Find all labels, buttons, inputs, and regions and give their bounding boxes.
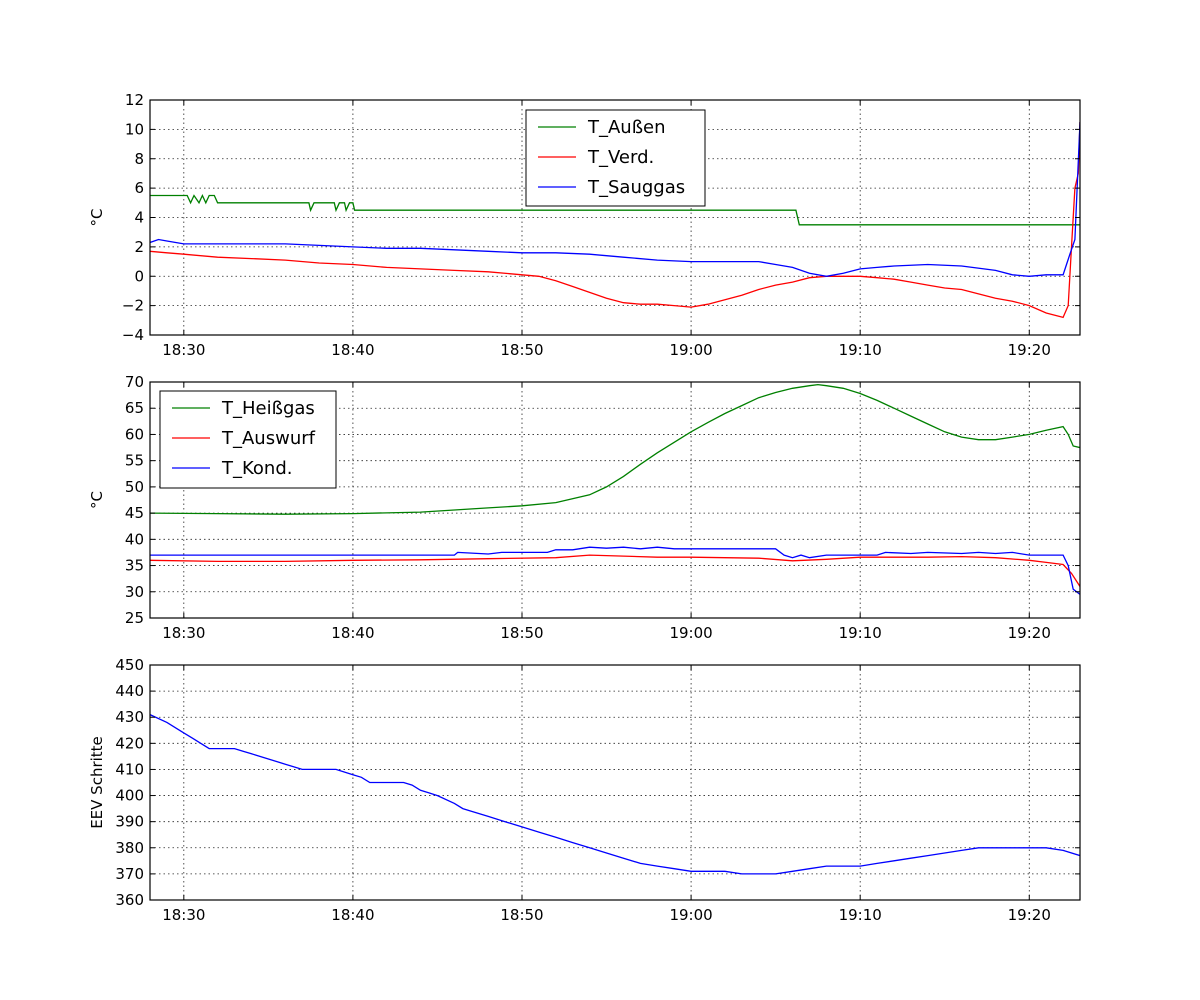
x-tick-label: 18:50 <box>500 624 543 642</box>
y-tick-label: 410 <box>115 760 144 778</box>
y-tick-label: 25 <box>125 609 144 627</box>
legend: T_Heißgas T_Auswurf T_Kond. <box>159 390 337 489</box>
y-tick-label: 70 <box>125 373 144 391</box>
y-tick-label: 420 <box>115 734 144 752</box>
y-tick-label: 12 <box>125 91 144 109</box>
x-tick-label: 19:00 <box>669 906 712 924</box>
x-tick-label: 18:40 <box>331 624 374 642</box>
subplot-2: 18:30 18:40 18:50 19:00 19:10 19:20 25 30 35 40 45… <box>88 373 1081 642</box>
legend: T_Außen T_Verd. T_Sauggas <box>525 109 706 207</box>
y-tick-label: 360 <box>115 891 144 909</box>
x-tick-label: 18:30 <box>162 906 205 924</box>
x-tick-label: 18:40 <box>331 341 374 359</box>
x-tick-label: 19:20 <box>1008 906 1051 924</box>
y-tick-label: 35 <box>125 557 144 575</box>
plot-frame <box>149 664 1081 901</box>
x-tick-label: 19:00 <box>669 624 712 642</box>
legend-box <box>159 390 337 489</box>
x-tick-label: 18:30 <box>162 341 205 359</box>
legend-label: T_Verd. <box>587 147 654 168</box>
legend-label: T_Auswurf <box>221 428 316 449</box>
x-tick-label: 18:30 <box>162 624 205 642</box>
y-tick-label: 8 <box>134 150 144 168</box>
y-tick-label: 380 <box>115 839 144 857</box>
series-line-eev <box>150 714 1080 875</box>
x-tick-label: 19:10 <box>839 341 882 359</box>
y-tick-label: 370 <box>115 865 144 883</box>
subplot-1: 18:30 18:40 18:50 19:00 19:10 19:20 −4 −2 0 2 4 6 8 1… <box>88 91 1081 359</box>
y-tick-label: 430 <box>115 708 144 726</box>
series-line-t-verd- <box>150 121 1080 319</box>
y-tick-label: 55 <box>125 452 144 470</box>
legend-label: T_Heißgas <box>221 398 315 419</box>
x-tick-label: 19:20 <box>1008 341 1051 359</box>
y-tick-label: 2 <box>134 238 144 256</box>
x-tick-label: 18:40 <box>331 906 374 924</box>
legend-box <box>525 109 706 207</box>
y-tick-label: −4 <box>122 326 144 344</box>
y-tick-label: 6 <box>134 179 144 197</box>
series-line-t-auswurf <box>150 554 1080 587</box>
legend-label: T_Außen <box>587 117 666 138</box>
x-tick-label: 19:20 <box>1008 624 1051 642</box>
y-tick-label: 30 <box>125 583 144 601</box>
y-tick-label: 65 <box>125 399 144 417</box>
y-axis-label: °C <box>88 491 106 509</box>
y-tick-label: 400 <box>115 787 144 805</box>
y-tick-label: 390 <box>115 813 144 831</box>
y-tick-label: 450 <box>115 656 144 674</box>
y-tick-label: 40 <box>125 530 144 548</box>
legend-label: T_Kond. <box>221 458 292 479</box>
y-axis-label: EEV Schritte <box>88 736 106 829</box>
y-tick-label: 0 <box>134 267 144 285</box>
series-line-t-kond- <box>150 546 1080 595</box>
series-line-t-hei-gas <box>150 383 1080 515</box>
y-tick-label: 45 <box>125 504 144 522</box>
y-tick-label: 60 <box>125 425 144 443</box>
y-tick-label: 4 <box>134 209 144 227</box>
subplot-3: 18:30 18:40 18:50 19:00 19:10 19:20 360 370 380 3… <box>88 656 1081 924</box>
y-tick-label: 50 <box>125 478 144 496</box>
x-tick-label: 19:10 <box>839 624 882 642</box>
plot-frame <box>149 381 1081 619</box>
x-tick-label: 19:00 <box>669 341 712 359</box>
x-tick-label: 19:10 <box>839 906 882 924</box>
y-tick-label: −2 <box>122 297 144 315</box>
series-line-t-au-en <box>150 193 1080 226</box>
y-tick-label: 440 <box>115 682 144 700</box>
legend-label: T_Sauggas <box>587 177 685 198</box>
series-line-t-sauggas <box>150 121 1080 277</box>
y-tick-label: 10 <box>125 120 144 138</box>
x-tick-label: 18:50 <box>500 906 543 924</box>
y-axis-label: °C <box>88 209 106 227</box>
x-tick-label: 18:50 <box>500 341 543 359</box>
